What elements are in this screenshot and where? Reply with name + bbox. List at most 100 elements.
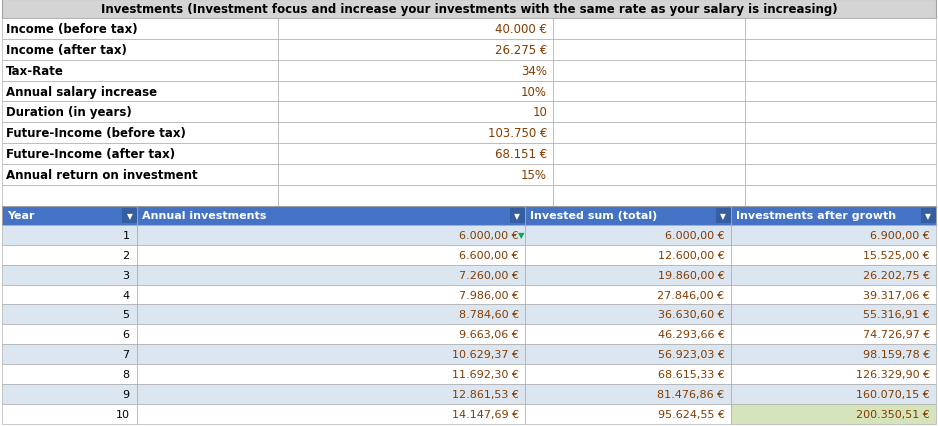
Text: 6.600,00 €: 6.600,00 € xyxy=(460,250,519,260)
Text: Tax-Rate: Tax-Rate xyxy=(6,64,64,78)
Bar xyxy=(278,144,553,165)
Bar xyxy=(553,102,745,123)
Text: Annual investments: Annual investments xyxy=(143,211,266,221)
Bar xyxy=(278,81,553,102)
Text: Annual return on investment: Annual return on investment xyxy=(6,169,198,181)
Text: 10: 10 xyxy=(532,106,547,119)
Text: 6.000,00 €: 6.000,00 € xyxy=(665,230,724,240)
Bar xyxy=(553,40,745,60)
Bar xyxy=(731,245,936,265)
Bar xyxy=(745,60,936,81)
Text: 15%: 15% xyxy=(522,169,547,181)
Bar xyxy=(510,209,524,223)
Bar xyxy=(731,404,936,424)
Bar xyxy=(731,305,936,325)
Text: 3: 3 xyxy=(123,270,129,280)
Text: 81.476,86 €: 81.476,86 € xyxy=(658,389,724,399)
Text: 36.630,60 €: 36.630,60 € xyxy=(658,310,724,320)
Text: ▼: ▼ xyxy=(514,211,520,220)
Bar xyxy=(745,102,936,123)
Bar xyxy=(553,19,745,40)
Text: 7: 7 xyxy=(122,349,129,360)
Text: 5: 5 xyxy=(123,310,129,320)
Text: ▼: ▼ xyxy=(925,211,930,220)
Text: 8.784,60 €: 8.784,60 € xyxy=(459,310,519,320)
Bar xyxy=(745,165,936,185)
Bar xyxy=(745,81,936,102)
Bar xyxy=(278,19,553,40)
Text: Future-Income (before tax): Future-Income (before tax) xyxy=(6,127,186,140)
Bar xyxy=(731,285,936,305)
Bar xyxy=(731,265,936,285)
Bar xyxy=(2,60,278,81)
Bar xyxy=(2,265,138,285)
Text: 126.329,90 €: 126.329,90 € xyxy=(855,369,930,379)
Bar xyxy=(278,60,553,81)
Text: 200.350,51 €: 200.350,51 € xyxy=(856,409,930,419)
Bar xyxy=(2,165,278,185)
Text: 39.317,06 €: 39.317,06 € xyxy=(863,290,930,300)
Text: 12.600,00 €: 12.600,00 € xyxy=(658,250,724,260)
Bar xyxy=(278,185,553,206)
Text: 98.159,78 €: 98.159,78 € xyxy=(863,349,930,360)
Text: ▼: ▼ xyxy=(719,211,725,220)
Bar xyxy=(731,364,936,384)
Text: 55.316,91 €: 55.316,91 € xyxy=(863,310,930,320)
Bar xyxy=(2,345,138,364)
Bar xyxy=(2,19,278,40)
Text: 11.692,30 €: 11.692,30 € xyxy=(452,369,519,379)
Bar xyxy=(2,206,138,225)
Bar xyxy=(2,102,278,123)
Text: Investments after growth: Investments after growth xyxy=(735,211,896,221)
Bar xyxy=(278,102,553,123)
Text: 34%: 34% xyxy=(522,64,547,78)
Text: ▼: ▼ xyxy=(518,231,524,240)
Bar xyxy=(2,40,278,60)
Text: 7.260,00 €: 7.260,00 € xyxy=(460,270,519,280)
Bar xyxy=(138,384,525,404)
Bar xyxy=(278,40,553,60)
Text: 2: 2 xyxy=(122,250,129,260)
Bar xyxy=(2,364,138,384)
Text: 26.275 €: 26.275 € xyxy=(494,44,547,57)
Text: Invested sum (total): Invested sum (total) xyxy=(530,211,658,221)
Bar xyxy=(731,345,936,364)
Bar xyxy=(2,81,278,102)
Text: Duration (in years): Duration (in years) xyxy=(6,106,131,119)
Text: 14.147,69 €: 14.147,69 € xyxy=(452,409,519,419)
Bar xyxy=(525,265,731,285)
Text: ▼: ▼ xyxy=(127,211,132,220)
Bar xyxy=(745,185,936,206)
Bar xyxy=(138,345,525,364)
Bar xyxy=(553,185,745,206)
Bar xyxy=(525,285,731,305)
Text: 8: 8 xyxy=(122,369,129,379)
Bar xyxy=(2,245,138,265)
Text: 10.629,37 €: 10.629,37 € xyxy=(452,349,519,360)
Bar xyxy=(525,325,731,345)
Text: Future-Income (after tax): Future-Income (after tax) xyxy=(6,148,175,161)
Text: 26.202,75 €: 26.202,75 € xyxy=(863,270,930,280)
Text: Income (before tax): Income (before tax) xyxy=(6,23,138,36)
Bar xyxy=(525,384,731,404)
Bar xyxy=(525,245,731,265)
Text: 160.070,15 €: 160.070,15 € xyxy=(856,389,930,399)
Bar xyxy=(745,144,936,165)
Bar xyxy=(138,325,525,345)
Text: 40.000 €: 40.000 € xyxy=(495,23,547,36)
Text: 27.846,00 €: 27.846,00 € xyxy=(658,290,724,300)
Bar xyxy=(525,404,731,424)
Bar xyxy=(2,404,138,424)
Bar xyxy=(138,265,525,285)
Bar xyxy=(138,245,525,265)
Text: 19.860,00 €: 19.860,00 € xyxy=(658,270,724,280)
Bar xyxy=(731,325,936,345)
Bar xyxy=(138,225,525,245)
Text: 4: 4 xyxy=(122,290,129,300)
Bar xyxy=(525,225,731,245)
Bar xyxy=(553,123,745,144)
Bar xyxy=(553,165,745,185)
Text: 103.750 €: 103.750 € xyxy=(488,127,547,140)
Text: 10%: 10% xyxy=(522,85,547,98)
Text: 9: 9 xyxy=(122,389,129,399)
